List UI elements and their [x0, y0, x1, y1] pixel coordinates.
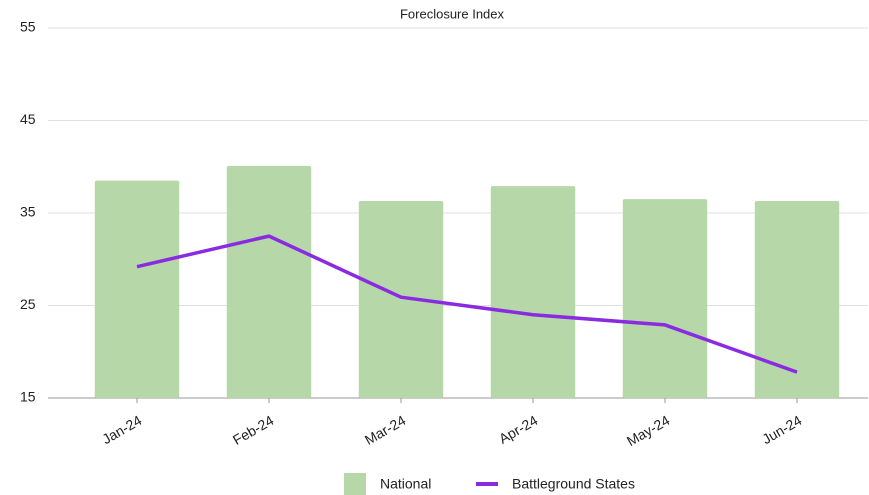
- chart-title: Foreclosure Index: [400, 6, 505, 21]
- legend-swatch: [344, 473, 366, 495]
- x-tick-label: Jan-24: [99, 412, 144, 447]
- x-tick-label: Jun-24: [759, 412, 804, 447]
- bar: [490, 186, 576, 398]
- legend-label: Battleground States: [512, 476, 635, 492]
- bar: [754, 200, 840, 398]
- legend-label: National: [380, 476, 431, 492]
- x-tick-label: May-24: [624, 412, 673, 449]
- line: [136, 234, 798, 374]
- y-tick-label: 15: [20, 389, 36, 405]
- y-tick-label: 45: [20, 111, 36, 127]
- y-tick-label: 35: [20, 204, 36, 220]
- x-tick-label: Mar-24: [362, 412, 409, 448]
- y-tick-label: 55: [20, 19, 36, 35]
- bar: [226, 165, 312, 398]
- x-tick-label: Apr-24: [496, 412, 541, 447]
- bar: [358, 200, 444, 398]
- bar: [94, 180, 180, 398]
- y-tick-label: 25: [20, 296, 36, 312]
- bar: [622, 199, 708, 398]
- x-tick-label: Feb-24: [230, 412, 277, 448]
